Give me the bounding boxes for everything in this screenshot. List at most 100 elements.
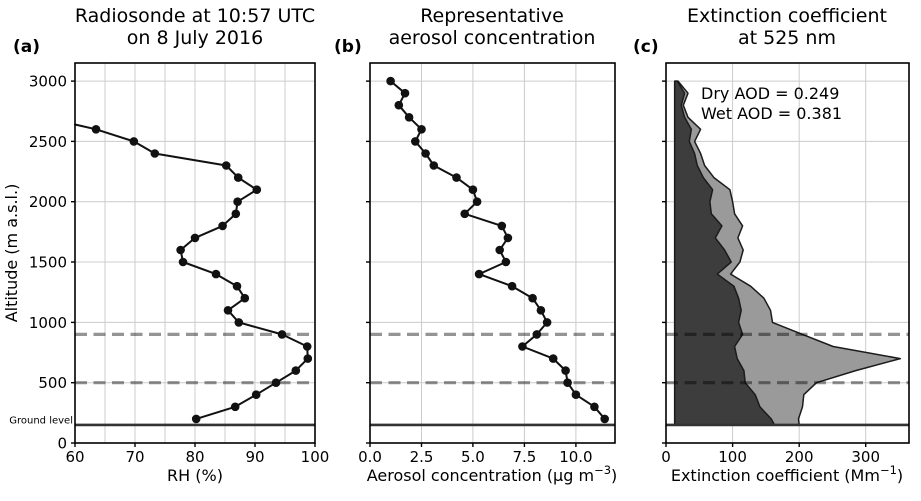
- data-point-marker: [386, 76, 395, 86]
- data-point-marker: [218, 221, 227, 231]
- x-tick-label: 100: [301, 448, 330, 466]
- data-point-marker: [548, 354, 558, 363]
- data-point-marker: [421, 149, 430, 158]
- data-point-marker: [417, 125, 426, 134]
- data-point-marker: [303, 354, 313, 363]
- data-point-marker: [404, 113, 414, 122]
- data-point-marker: [571, 390, 581, 400]
- extinction-axis-label: Extinction coefficient (Mm−1): [671, 463, 903, 485]
- data-point-marker: [468, 185, 478, 194]
- ground-level-label: Ground level: [9, 416, 73, 427]
- data-point-marker: [460, 209, 470, 219]
- x-tick-label: 300: [851, 448, 880, 466]
- panel-a-letter: (a): [13, 37, 40, 57]
- data-point-marker: [411, 137, 420, 146]
- data-point-marker: [230, 402, 240, 412]
- data-point-marker: [91, 125, 101, 134]
- x-tick-label: 80: [185, 448, 204, 466]
- data-point-marker: [563, 378, 572, 388]
- data-point-marker: [501, 257, 511, 267]
- y-tick-label: 500: [38, 374, 67, 392]
- x-tick-label: 60: [65, 448, 84, 466]
- aerosol-axis-label-close: ): [611, 466, 617, 485]
- data-point-marker: [532, 330, 542, 339]
- aerosol-axis-label-base: Aerosol concentration (µg m: [367, 466, 594, 485]
- panel-b-title-line2: aerosol concentration: [389, 27, 596, 49]
- data-point-marker: [252, 185, 262, 194]
- panel-c-title-line2: at 525 nm: [738, 27, 836, 49]
- data-point-marker: [178, 257, 188, 267]
- data-point-marker: [394, 100, 404, 110]
- altitude-axis-label: Altitude (m a.s.l.): [2, 184, 21, 323]
- extinction-axis-label-close: ): [897, 466, 903, 485]
- panel-b-title-line1: Representative: [420, 5, 564, 27]
- data-point-marker: [251, 390, 261, 400]
- data-point-marker: [600, 414, 609, 424]
- panel-c-title-line1: Extinction coefficient: [687, 5, 887, 27]
- rh-axis-label: RH (%): [167, 466, 223, 485]
- data-point-marker: [542, 318, 552, 327]
- data-point-marker: [429, 161, 439, 170]
- x-tick-label: 100: [718, 448, 747, 466]
- y-tick-label: 1000: [29, 314, 67, 332]
- panel-c: 0 100 200 300: [661, 62, 910, 466]
- dry-aod-annotation: Dry AOD = 0.249: [701, 84, 839, 103]
- data-point-marker: [277, 330, 287, 339]
- data-point-marker: [507, 281, 517, 291]
- dry-extinction-area: [673, 80, 776, 426]
- data-point-marker: [528, 293, 537, 303]
- data-point-marker: [211, 269, 221, 279]
- y-tick-label: 2000: [29, 193, 67, 211]
- y-tick-label: 0: [57, 435, 67, 453]
- data-point-marker: [233, 197, 242, 206]
- data-point-marker: [497, 221, 507, 231]
- y-tick-label: 1500: [29, 254, 67, 272]
- x-tick-label: 90: [245, 448, 264, 466]
- data-point-marker: [234, 318, 244, 327]
- data-point-marker: [561, 366, 570, 375]
- panel-a-title-line2: on 8 July 2016: [127, 27, 263, 49]
- data-point-marker: [495, 245, 505, 255]
- panel-a-title-line1: Radiosonde at 10:57 UTC: [75, 5, 315, 27]
- data-point-marker: [221, 161, 231, 170]
- extinction-axis-label-base: Extinction coefficient (Mm: [671, 466, 880, 485]
- data-point-marker: [503, 233, 513, 243]
- x-tick-label: 7.5: [512, 448, 536, 466]
- axes-border: [369, 62, 616, 444]
- figure-text: (a) (b) (c) Radiosonde at 10:57 UTC on 8…: [2, 5, 903, 485]
- data-point-marker: [232, 281, 242, 291]
- x-tick-label: 5.0: [461, 448, 485, 466]
- data-point-marker: [223, 306, 233, 315]
- wet-aod-annotation: Wet AOD = 0.381: [701, 104, 842, 123]
- x-tick-label: 70: [125, 448, 144, 466]
- data-point-marker: [231, 209, 241, 219]
- x-tick-label: 2.5: [410, 448, 434, 466]
- data-point-marker: [302, 342, 312, 351]
- data-point-marker: [291, 366, 301, 375]
- data-point-marker: [452, 173, 461, 182]
- data-point-marker: [518, 342, 527, 351]
- data-point-marker: [536, 306, 546, 315]
- x-tick-label: 200: [785, 448, 814, 466]
- data-point-marker: [191, 414, 201, 424]
- data-point-marker: [472, 197, 482, 206]
- data-point-marker: [190, 233, 200, 243]
- data-point-marker: [129, 137, 139, 146]
- data-point-marker: [240, 293, 250, 303]
- panel-b-letter: (b): [334, 37, 362, 57]
- data-point-marker: [271, 378, 281, 388]
- data-point-marker: [590, 402, 599, 412]
- axes-border: [665, 62, 910, 444]
- data-point-marker: [474, 269, 484, 279]
- x-tick-label: 0.0: [358, 448, 382, 466]
- aerosol-axis-label: Aerosol concentration (µg m−3): [367, 463, 618, 485]
- data-point-marker: [400, 88, 410, 98]
- x-tick-label: 0: [661, 448, 671, 466]
- y-tick-label: 2500: [29, 133, 67, 151]
- x-tick-label: 10.0: [559, 448, 592, 466]
- panel-c-letter: (c): [633, 37, 659, 57]
